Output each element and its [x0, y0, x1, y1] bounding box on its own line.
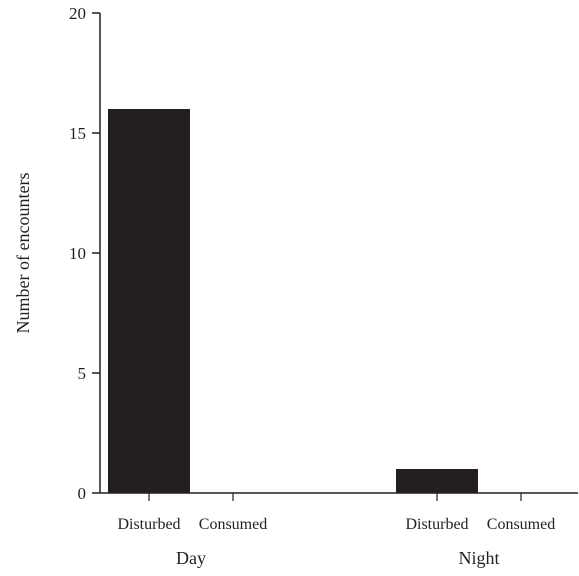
x-category-label: Consumed [487, 516, 555, 533]
bars [108, 109, 478, 493]
bar [396, 469, 478, 493]
x-category-label: Disturbed [405, 516, 468, 533]
x-group-label: Night [458, 548, 499, 568]
x-category-label: Disturbed [117, 516, 180, 533]
y-tick-label: 5 [78, 364, 87, 383]
x-category-label: Consumed [199, 516, 267, 533]
y-tick-label: 15 [69, 124, 86, 143]
y-tick-label: 0 [78, 484, 87, 503]
bar [108, 109, 190, 493]
y-axis-title: Number of encounters [13, 173, 33, 334]
x-group-label: Day [176, 548, 206, 568]
y-tick-label: 20 [69, 4, 86, 23]
y-tick-label: 10 [69, 244, 86, 263]
labels: 0 5 10 15 20 Disturbed Consumed Day Disturbed Con… [69, 4, 555, 568]
